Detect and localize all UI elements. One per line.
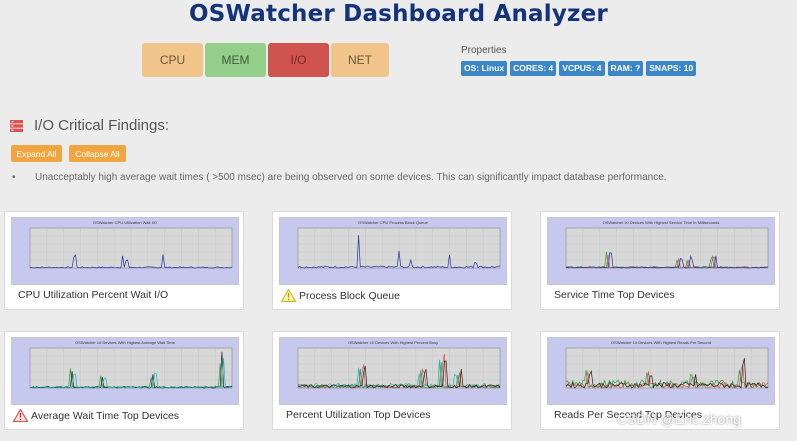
chart-title: OSWatcher 10 Devices With Highest Percen… bbox=[348, 340, 438, 345]
finding-bullet: • bbox=[12, 172, 16, 183]
chart-thumbnail[interactable]: OSWatcher CPU Process Block Queue bbox=[279, 217, 507, 285]
chart-thumbnail[interactable]: OSWatcher 10 Devices With Highest Servic… bbox=[547, 217, 775, 285]
chart-thumbnail[interactable]: OSWatcher 10 Devices With Highest Reads … bbox=[547, 337, 775, 405]
tab-cpu[interactable]: CPU bbox=[142, 43, 203, 77]
card-process-block-queue[interactable]: OSWatcher CPU Process Block Queue Proces… bbox=[272, 211, 512, 310]
card-label-text: Process Block Queue bbox=[299, 289, 400, 302]
server-icon bbox=[10, 120, 23, 132]
card-label: Average Wait Time Top Devices bbox=[13, 409, 179, 422]
expand-all-button[interactable]: Expand All bbox=[11, 145, 62, 162]
card-label: Percent Utilization Top Devices bbox=[286, 409, 431, 421]
chart-thumbnail[interactable]: OSWatcher 10 Devices With Highest Averag… bbox=[11, 337, 239, 405]
chart-series-line bbox=[297, 354, 501, 389]
chart-series-line bbox=[297, 360, 501, 389]
page-title: OSWatcher Dashboard Analyzer bbox=[189, 1, 608, 27]
watermark: CSDN @Eric.zhong bbox=[617, 411, 741, 427]
card-label-text: Percent Utilization Top Devices bbox=[286, 409, 431, 421]
card-average-wait-time[interactable]: OSWatcher 10 Devices With Highest Averag… bbox=[4, 331, 244, 430]
chart-title: OSWatcher 10 Devices With Highest Averag… bbox=[75, 340, 175, 345]
badge-vcpus: VCPUS: 4 bbox=[559, 61, 605, 76]
card-label-text: Service Time Top Devices bbox=[554, 289, 675, 301]
chart-svg: OSWatcher 10 Devices With Highest Servic… bbox=[565, 220, 769, 269]
category-tabs: CPU MEM I/O NET bbox=[142, 43, 389, 77]
chart-thumbnail[interactable]: OSWatcher 10 Devices With Highest Percen… bbox=[279, 337, 507, 405]
badge-cores: CORES: 4 bbox=[510, 61, 557, 76]
chart-svg: OSWatcher 10 Devices With Highest Averag… bbox=[29, 340, 233, 389]
warning-icon bbox=[13, 409, 28, 422]
chart-series-line bbox=[29, 253, 233, 269]
chart-title: OSWatcher 10 Devices With Highest Servic… bbox=[603, 220, 720, 225]
chart-svg: OSWatcher 10 Devices With Highest Percen… bbox=[297, 340, 501, 389]
findings-title: I/O Critical Findings: bbox=[34, 117, 170, 134]
chart-title: OSWatcher CPU Process Block Queue bbox=[358, 220, 428, 225]
chart-series-line bbox=[566, 252, 769, 269]
finding-item: Unacceptably high average wait times ( >… bbox=[35, 172, 667, 183]
chart-series-line bbox=[29, 357, 233, 389]
card-label-text: Reads Per Second Top Devices bbox=[554, 409, 703, 421]
card-service-time[interactable]: OSWatcher 10 Devices With Highest Servic… bbox=[540, 211, 780, 310]
card-label: Service Time Top Devices bbox=[554, 289, 675, 301]
tab-net[interactable]: NET bbox=[331, 43, 389, 77]
card-label-text: CPU Utilization Percent Wait I/O bbox=[18, 289, 169, 301]
collapse-all-button[interactable]: Collapse All bbox=[69, 145, 126, 162]
chart-thumbnail[interactable]: OSWatcher CPU Utilization Wait I/O bbox=[11, 217, 239, 285]
chart-title: OSWatcher 10 Devices With Highest Reads … bbox=[611, 340, 711, 345]
chart-series-line bbox=[565, 358, 769, 389]
card-label: CPU Utilization Percent Wait I/O bbox=[18, 289, 168, 301]
properties-badges: OS: Linux CORES: 4 VCPUS: 4 RAM: ? SNAPS… bbox=[461, 61, 697, 76]
chart-svg: OSWatcher CPU Utilization Wait I/O bbox=[29, 220, 233, 269]
card-cpu-wait-io[interactable]: OSWatcher CPU Utilization Wait I/O CPU U… bbox=[4, 211, 244, 310]
card-label-text: Average Wait Time Top Devices bbox=[31, 409, 180, 422]
chart-svg: OSWatcher 10 Devices With Highest Reads … bbox=[565, 340, 769, 389]
badge-ram: RAM: ? bbox=[607, 61, 644, 76]
badge-os: OS: Linux bbox=[461, 61, 508, 76]
properties-title: Properties bbox=[461, 45, 507, 56]
badge-snaps: SNAPS: 10 bbox=[646, 61, 697, 76]
chart-series-line bbox=[566, 369, 769, 389]
chart-title: OSWatcher CPU Utilization Wait I/O bbox=[93, 220, 157, 225]
tab-mem[interactable]: MEM bbox=[205, 43, 266, 77]
card-reads-per-second[interactable]: OSWatcher 10 Devices With Highest Reads … bbox=[540, 331, 780, 430]
warning-icon bbox=[281, 289, 296, 302]
chart-svg: OSWatcher CPU Process Block Queue bbox=[297, 220, 501, 269]
card-label: Reads Per Second Top Devices bbox=[554, 409, 702, 421]
tab-io[interactable]: I/O bbox=[268, 43, 329, 77]
card-percent-utilization[interactable]: OSWatcher 10 Devices With Highest Percen… bbox=[272, 331, 512, 430]
chart-series-line bbox=[297, 235, 501, 269]
card-label: Process Block Queue bbox=[281, 289, 400, 302]
